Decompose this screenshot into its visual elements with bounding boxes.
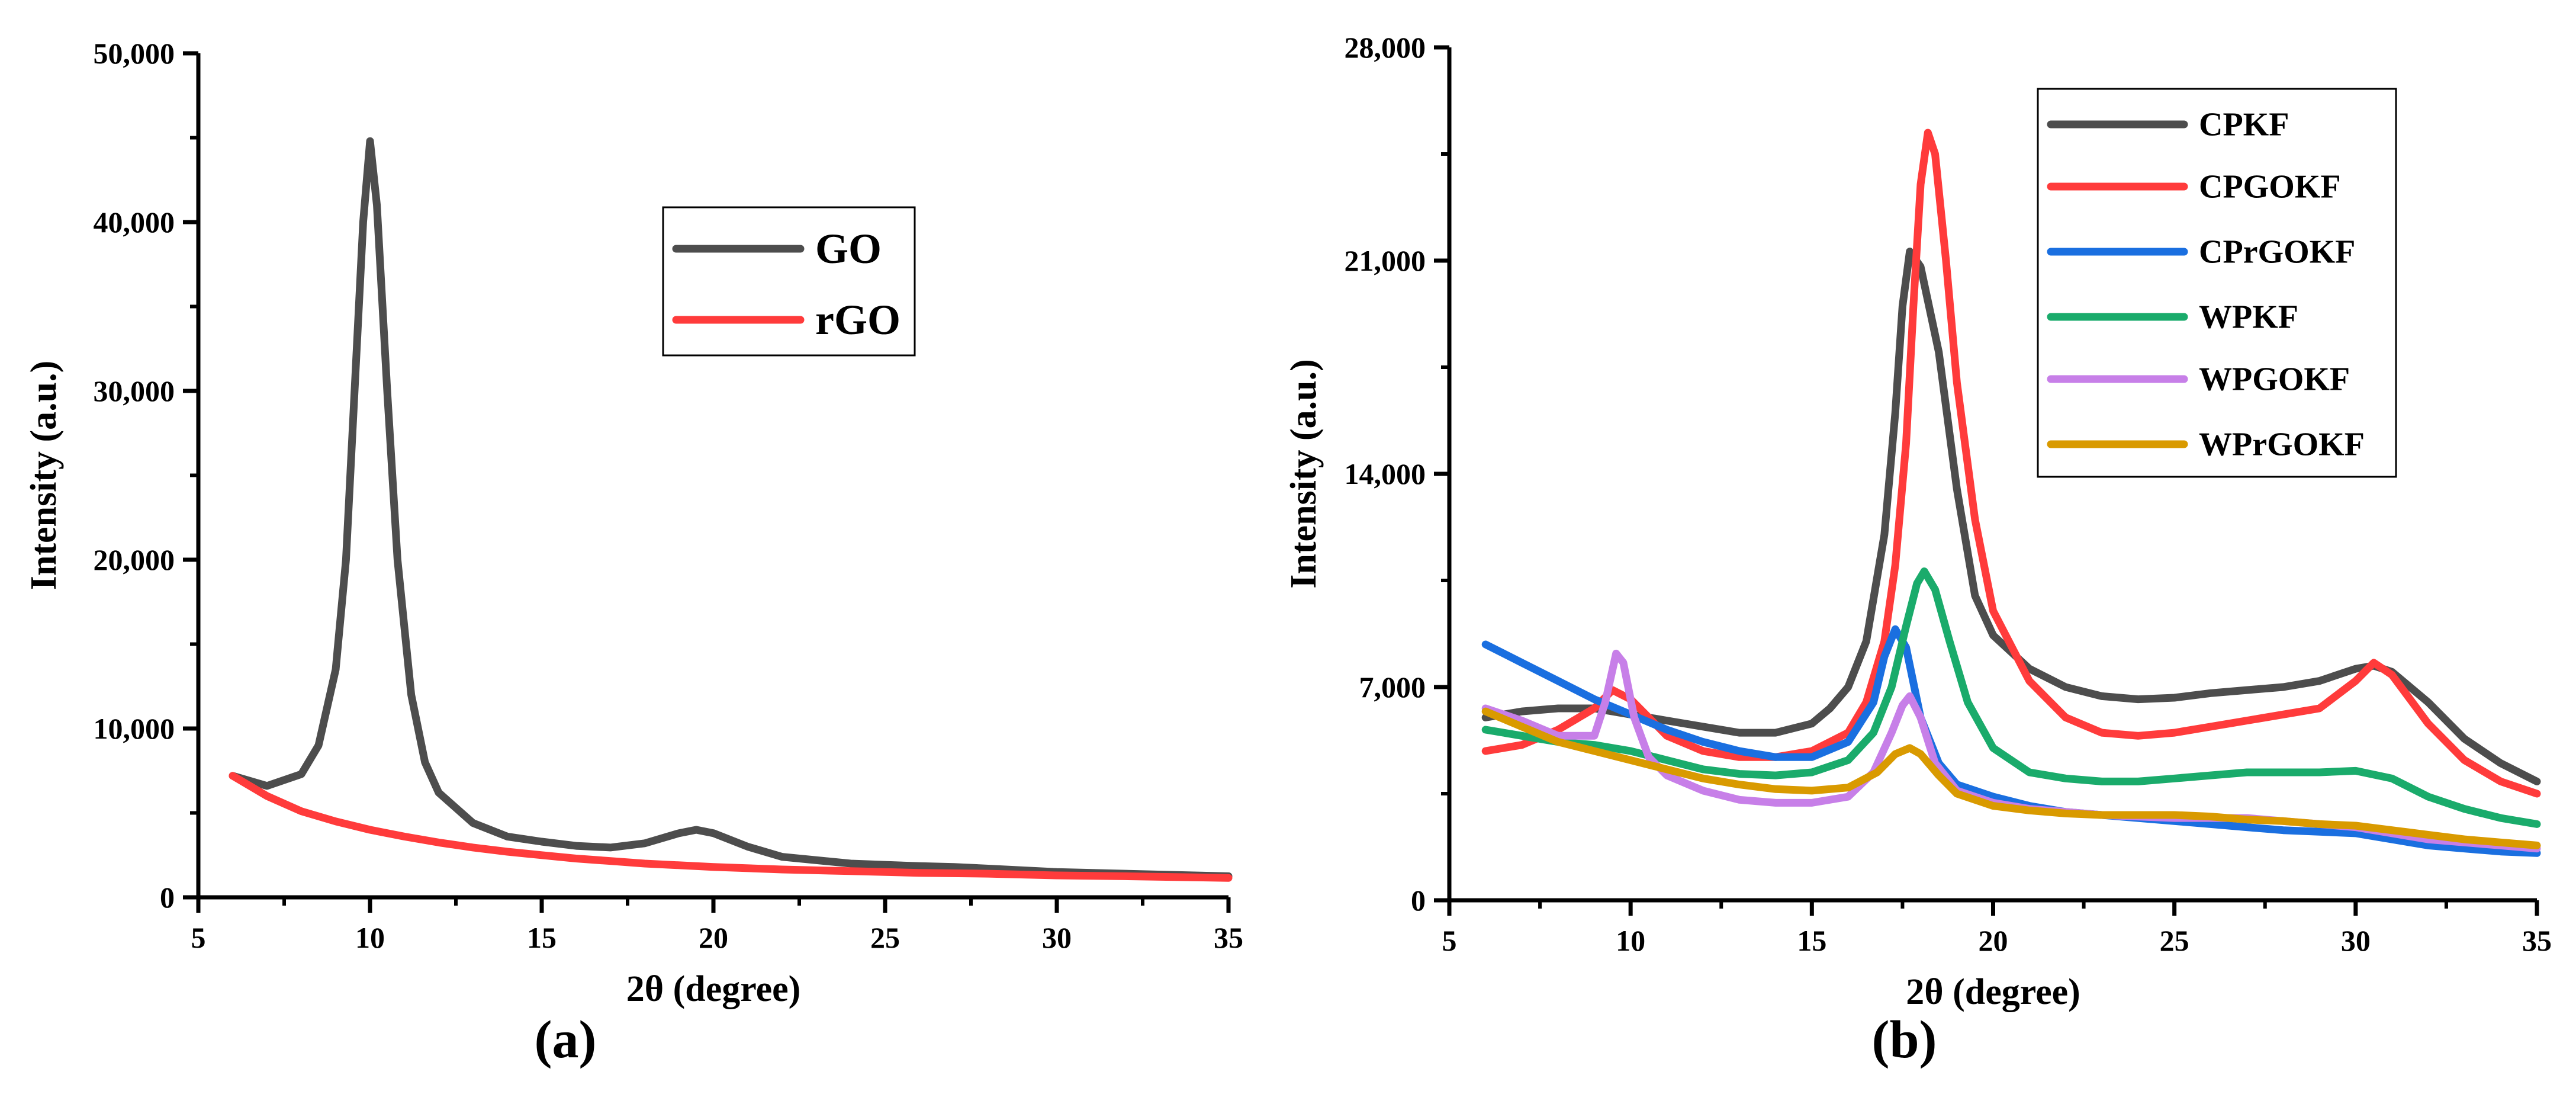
legend: GO rGO [662,206,916,357]
legend-label-cpkf: CPKF [2199,106,2289,143]
y-tick-label: 21,000 [1345,244,1426,277]
x-tick-label: 25 [870,921,900,954]
chart-panel-b: 5 10 15 20 25 30 35 0 7,000 14,000 21,000 28,000 2θ … [1284,31,2552,1069]
series-line-wpkf [1481,567,2541,828]
series-line-cpkf [1481,248,2541,785]
x-tick-label: 10 [355,921,385,954]
legend-box [2037,88,2397,478]
y-tick-label: 50,000 [94,37,175,70]
y-axis-title: Intensity (a.u.) [24,361,64,591]
x-axis-title: 2θ (degree) [626,969,801,1009]
legend-label-cprgokf: CPrGOKF [2199,233,2355,270]
x-tick-label: 5 [1442,924,1457,957]
legend-label-rgo: rGO [815,296,901,344]
legend-label-wprgokf: WPrGOKF [2199,426,2365,463]
x-tick-label: 25 [2160,924,2189,957]
x-tick-label: 30 [2341,924,2371,957]
x-tick-label: 5 [191,921,206,954]
x-tick-label: 15 [1797,924,1826,957]
y-axis-title: Intensity (a.u.) [1284,359,1324,589]
x-tick-label: 35 [2522,924,2552,957]
panel-label: (a) [535,1010,597,1069]
legend-label-cpgokf: CPGOKF [2199,168,2341,205]
y-tick-label: 28,000 [1345,31,1426,64]
y-tick-label: 40,000 [94,206,175,239]
panel-label: (b) [1872,1010,1937,1069]
series-line-wprgokf [1481,707,2541,849]
legend-label-wpkf: WPKF [2199,299,2298,335]
legend-box [662,206,916,357]
legend-label-go: GO [815,225,882,272]
x-axis-title: 2θ (degree) [1906,972,2080,1012]
chart-panel-a: 5 10 15 20 25 30 35 0 10,000 20,000 30,000 40,000 50… [24,37,1243,1069]
x-tick-label: 30 [1042,921,1072,954]
x-tick-label: 15 [527,921,557,954]
x-tick-label: 20 [699,921,728,954]
y-tick-label: 7,000 [1359,670,1426,704]
series-line-go [229,137,1233,880]
legend-label-wpgokf: WPGOKF [2199,361,2350,397]
y-tick-label: 30,000 [94,374,175,407]
legend: CPKF CPGOKF CPrGOKF WPKF WPGOKF WPrGOKF [2037,88,2397,478]
y-tick-label: 14,000 [1345,457,1426,490]
x-tick-label: 20 [1979,924,2008,957]
x-tick-label: 35 [1214,921,1243,954]
y-tick-label: 0 [160,881,175,914]
series-line-rgo [229,772,1233,882]
y-tick-label: 10,000 [94,712,175,745]
x-tick-label: 10 [1616,924,1645,957]
y-tick-label: 20,000 [94,543,175,576]
y-tick-label: 0 [1411,884,1426,917]
